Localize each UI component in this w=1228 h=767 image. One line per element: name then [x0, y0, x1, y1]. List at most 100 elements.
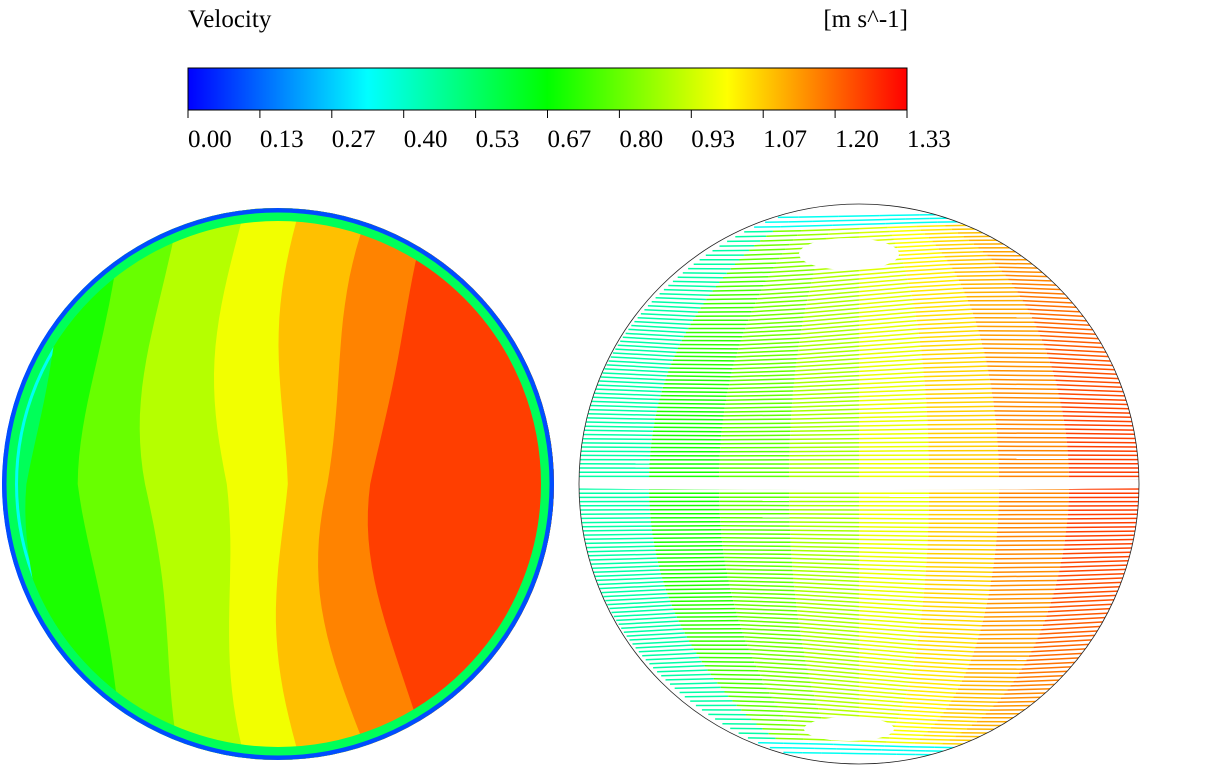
streamline-segment: [665, 677, 714, 681]
colorbar-tick-label: 0.80: [619, 126, 663, 153]
streamline-segment: [789, 446, 860, 449]
streamline-segment: [1018, 670, 1073, 675]
streamline-segment: [673, 607, 736, 611]
streamline-segment: [773, 264, 817, 269]
streamline-segment: [910, 677, 962, 682]
streamline-segment: [858, 328, 919, 335]
streamline-segment: [795, 366, 860, 372]
streamline-segment: [914, 304, 970, 309]
streamline-segment: [734, 603, 797, 608]
streamline-segment: [706, 298, 758, 301]
streamline-segment: [993, 566, 1061, 569]
streamline-segment: [1051, 366, 1116, 371]
streamline-segment: [907, 275, 957, 280]
streamline-segment: [955, 692, 1005, 695]
streamline-segment: [858, 584, 925, 590]
streamline-segment: [581, 442, 652, 445]
streamline-segment: [858, 406, 927, 410]
streamline-segment: [858, 660, 914, 667]
streamline-segment: [791, 561, 860, 566]
streamline-segment: [912, 295, 967, 301]
streamline-segment: [670, 599, 734, 603]
streamline-segment: [912, 669, 966, 674]
streamline-segment: [1062, 410, 1131, 414]
streamline-segment: [1059, 568, 1126, 573]
streamline-segment: [988, 374, 1054, 377]
streamline-segment: [724, 691, 770, 694]
streamline-segment: [732, 366, 796, 370]
streamline-segment: [799, 332, 860, 339]
streamline-segment: [766, 687, 813, 692]
streamline-segment: [783, 715, 822, 719]
streamline-segment: [926, 561, 994, 565]
streamline-segment: [1066, 437, 1136, 440]
streamline-segment: [1058, 392, 1126, 397]
streamline-segment: [1054, 585, 1120, 591]
streamline-segment: [655, 297, 707, 301]
streamline-segment: [982, 619, 1045, 623]
streamline-segment: [747, 644, 804, 649]
streamline-segment: [655, 414, 724, 417]
streamline-segment: [792, 400, 860, 404]
streamline-segment: [1066, 526, 1136, 529]
streamline-segment: [731, 370, 796, 374]
streamline-segment: [749, 312, 805, 317]
streamline-segment: [744, 636, 802, 641]
streamline-segment: [657, 406, 725, 409]
streamline-segment: [858, 303, 914, 310]
streamline-segment: [792, 569, 860, 574]
streamline-segment: [858, 274, 907, 280]
streamline-segment: [858, 664, 913, 671]
streamline-segment: [731, 592, 796, 596]
streamline-segment: [803, 651, 860, 658]
streamline-segment: [1053, 375, 1119, 380]
streamline-segment: [642, 652, 697, 657]
streamline-segment: [799, 337, 860, 344]
streamline-segment: [797, 610, 860, 616]
streamline-segment: [790, 545, 860, 549]
streamline-segment: [709, 293, 760, 297]
streamline-segment: [789, 529, 860, 532]
streamline-segment: [858, 626, 920, 633]
streamline-segment: [664, 584, 730, 587]
streamline-segment: [715, 284, 764, 288]
streamline-segment: [904, 263, 950, 268]
streamline-segment: [735, 607, 798, 612]
streamline-segment: [858, 384, 925, 389]
streamline-segment: [795, 593, 860, 599]
streamline-segment: [799, 626, 860, 633]
streamline-segment: [790, 429, 860, 433]
streamline-segment: [913, 660, 970, 666]
streamline-segment: [984, 611, 1048, 614]
streamline-segment: [740, 337, 801, 342]
streamline-segment: [858, 362, 923, 368]
streamline-segment: [893, 729, 928, 733]
streamline-segment: [592, 565, 659, 569]
streamline-segment: [675, 611, 737, 614]
streamline-segment: [617, 344, 679, 350]
streamline-segment: [666, 375, 731, 378]
streamline-segment: [656, 410, 725, 413]
streamline-segment: [803, 311, 860, 318]
colorbar-ticks: 0.00 0.13 0.27 0.40 0.53 0.67 0.80 0.93 1.07 1.20…: [187, 110, 951, 153]
streamline-segment: [858, 559, 927, 564]
streamline-segment: [701, 660, 755, 663]
streamline-segment: [707, 669, 759, 672]
streamline-segment: [925, 396, 993, 400]
streamline-segment: [772, 229, 802, 233]
streamline-segment: [991, 258, 1036, 261]
streamline-segment: [811, 686, 860, 692]
streamline-segment: [700, 306, 754, 309]
streamline-segment: [659, 568, 727, 571]
streamline-segment: [858, 311, 916, 318]
streamline-segment: [1013, 679, 1065, 683]
streamline-segment: [960, 282, 1012, 286]
streamline-segment: [922, 356, 986, 360]
streamline-segment: [790, 416, 860, 420]
contour-wall-band: [2, 208, 554, 760]
streamline-segment: [629, 636, 687, 641]
streamline-segment: [818, 708, 860, 713]
streamline-segment: [732, 595, 796, 600]
streamline-segment: [790, 433, 860, 437]
streamline-segment: [793, 379, 860, 384]
